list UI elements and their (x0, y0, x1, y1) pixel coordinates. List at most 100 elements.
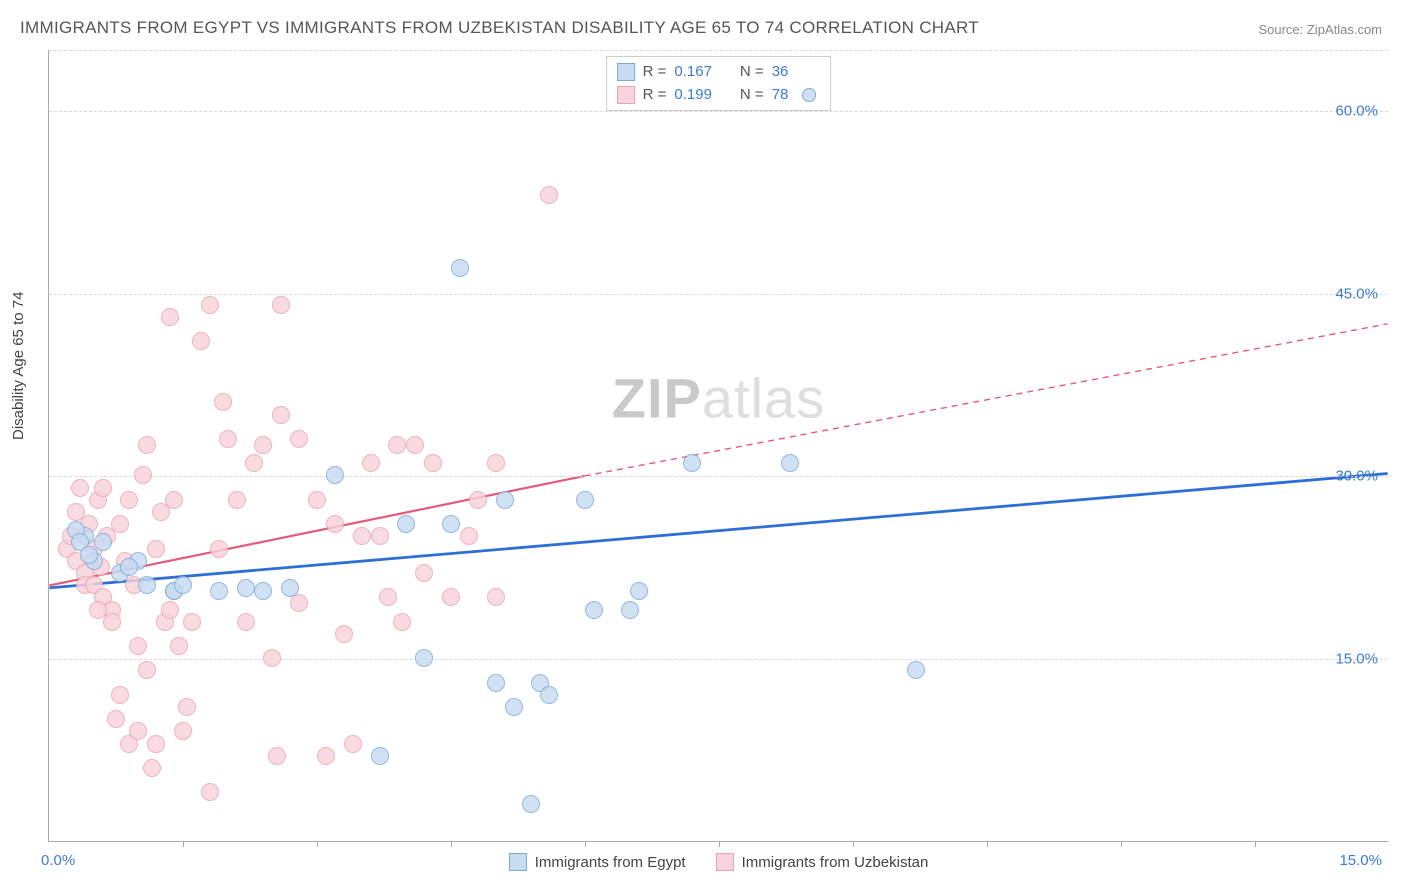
legend-series-item: Immigrants from Uzbekistan (716, 853, 929, 871)
scatter-point (362, 454, 380, 472)
x-tick-mark (987, 841, 988, 847)
scatter-point (371, 747, 389, 765)
scatter-point (781, 454, 799, 472)
scatter-point (107, 710, 125, 728)
scatter-point (161, 308, 179, 326)
scatter-point (170, 637, 188, 655)
scatter-point (487, 454, 505, 472)
grid-line-h (49, 476, 1388, 477)
scatter-point (522, 795, 540, 813)
x-tick-mark (1255, 841, 1256, 847)
scatter-point (214, 393, 232, 411)
scatter-point (451, 259, 469, 277)
scatter-point (263, 649, 281, 667)
scatter-point (406, 436, 424, 454)
legend-r-value: 0.167 (674, 61, 712, 84)
scatter-point (111, 686, 129, 704)
source-attribution: Source: ZipAtlas.com (1258, 22, 1382, 37)
scatter-point (540, 186, 558, 204)
scatter-point (371, 527, 389, 545)
legend-series-item: Immigrants from Egypt (509, 853, 686, 871)
scatter-point (317, 747, 335, 765)
scatter-point (120, 491, 138, 509)
scatter-point (487, 588, 505, 606)
scatter-point (326, 466, 344, 484)
scatter-point (147, 540, 165, 558)
scatter-point (290, 430, 308, 448)
legend-n-value: 36 (772, 61, 789, 84)
x-tick-max: 15.0% (1339, 852, 1382, 869)
scatter-point (442, 515, 460, 533)
legend-swatch (509, 853, 527, 871)
grid-line-h (49, 659, 1388, 660)
scatter-point (268, 747, 286, 765)
legend-series-label: Immigrants from Egypt (535, 854, 686, 871)
legend-swatch (716, 853, 734, 871)
scatter-point (237, 579, 255, 597)
scatter-point (585, 601, 603, 619)
scatter-point (210, 540, 228, 558)
y-tick-label: 30.0% (1335, 468, 1378, 485)
scatter-point (505, 698, 523, 716)
legend-n-label: N = (740, 84, 764, 107)
scatter-point (487, 674, 505, 692)
legend-r-label: R = (643, 84, 667, 107)
scatter-point (120, 558, 138, 576)
scatter-point (907, 661, 925, 679)
scatter-point (174, 722, 192, 740)
scatter-point (254, 582, 272, 600)
scatter-point (335, 625, 353, 643)
scatter-point (237, 613, 255, 631)
scatter-point (178, 698, 196, 716)
scatter-point (272, 406, 290, 424)
legend-n-label: N = (740, 61, 764, 84)
x-tick-mark (451, 841, 452, 847)
scatter-point (460, 527, 478, 545)
scatter-point (103, 613, 121, 631)
legend-swatch (617, 86, 635, 104)
grid-line-h (49, 50, 1388, 51)
y-axis-label: Disability Age 65 to 74 (10, 292, 27, 440)
scatter-point (388, 436, 406, 454)
scatter-point (201, 783, 219, 801)
scatter-point (201, 296, 219, 314)
scatter-point (540, 686, 558, 704)
scatter-point (379, 588, 397, 606)
trend-line (49, 473, 1387, 587)
scatter-point (415, 564, 433, 582)
scatter-point (442, 588, 460, 606)
chart-title: IMMIGRANTS FROM EGYPT VS IMMIGRANTS FROM… (20, 18, 979, 38)
y-tick-label: 15.0% (1335, 651, 1378, 668)
scatter-point (683, 454, 701, 472)
grid-line-h (49, 294, 1388, 295)
scatter-point (621, 601, 639, 619)
scatter-point (143, 759, 161, 777)
scatter-point (210, 582, 228, 600)
scatter-point (138, 661, 156, 679)
trend-line (585, 324, 1388, 476)
scatter-point (161, 601, 179, 619)
scatter-point (415, 649, 433, 667)
scatter-point (228, 491, 246, 509)
scatter-point (397, 515, 415, 533)
scatter-point (576, 491, 594, 509)
scatter-point (89, 601, 107, 619)
scatter-point (219, 430, 237, 448)
x-tick-mark (317, 841, 318, 847)
scatter-point (281, 579, 299, 597)
scatter-point (183, 613, 201, 631)
scatter-point (393, 613, 411, 631)
x-tick-min: 0.0% (41, 852, 75, 869)
scatter-point (134, 466, 152, 484)
legend-stat-row: R = 0.167 N = 36 (617, 61, 817, 84)
y-tick-label: 60.0% (1335, 102, 1378, 119)
scatter-point (254, 436, 272, 454)
legend-r-label: R = (643, 61, 667, 84)
legend-r-value: 0.199 (674, 84, 712, 107)
legend-series: Immigrants from Egypt Immigrants from Uzb… (49, 853, 1388, 871)
scatter-point (424, 454, 442, 472)
scatter-point (496, 491, 514, 509)
x-tick-mark (853, 841, 854, 847)
scatter-point (111, 515, 129, 533)
scatter-point (129, 722, 147, 740)
